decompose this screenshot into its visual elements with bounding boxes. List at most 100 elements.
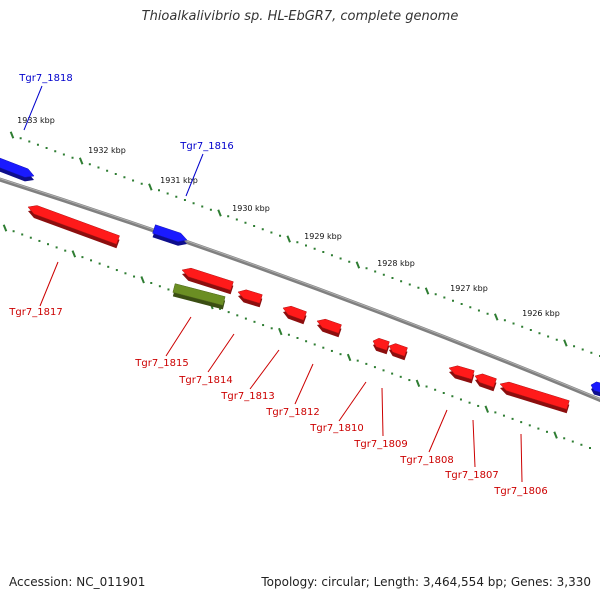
gene-label: Tgr7_1817 [8, 307, 62, 318]
gene-label: Tgr7_1816 [179, 141, 233, 152]
map-title: Thioalkalivibrio sp. HL-EbGR7, complete … [141, 9, 459, 24]
minor-tick [261, 228, 264, 231]
gene-label: Tgr7_1810 [309, 423, 363, 434]
major-tick [415, 379, 421, 387]
minor-tick [45, 147, 48, 149]
minor-tick [71, 156, 74, 159]
minor-tick [235, 218, 238, 221]
accession-text: Accession: NC_011901 [9, 575, 146, 589]
scale-label: 1928 kbp [377, 259, 415, 268]
minor-tick [520, 421, 523, 424]
minor-tick [528, 424, 531, 427]
gene-body [590, 381, 600, 393]
minor-tick [201, 205, 204, 208]
minor-tick [244, 317, 247, 320]
gene-label: Tgr7_1815 [134, 358, 188, 369]
gene-tgr7-1809a [372, 337, 390, 355]
gene-body [499, 381, 570, 410]
gene-label: Tgr7_1807 [444, 470, 498, 481]
minor-tick [573, 345, 576, 348]
minor-tick [408, 379, 411, 382]
minor-tick [47, 243, 50, 246]
minor-tick [322, 346, 325, 349]
minor-tick [209, 208, 212, 211]
minor-tick [442, 392, 445, 394]
minor-tick [313, 343, 316, 346]
major-tick [140, 276, 145, 284]
minor-tick [81, 256, 84, 259]
gene-body [282, 305, 307, 321]
gene-body [152, 224, 188, 242]
minor-tick [305, 340, 308, 343]
gene-body [181, 267, 234, 291]
major-tick [78, 157, 84, 165]
gene-label: Tgr7_1812 [265, 407, 319, 418]
gene-label: Tgr7_1808 [399, 455, 453, 466]
major-tick [278, 327, 283, 336]
minor-tick [494, 411, 497, 414]
minor-tick [90, 259, 93, 262]
minor-tick [133, 275, 136, 278]
topology-text: Topology: circular; Length: 3,464,554 bp… [261, 575, 591, 589]
minor-tick [571, 440, 574, 443]
gene-body [388, 343, 408, 357]
gene-leader-line [472, 419, 476, 468]
minor-tick [580, 443, 583, 446]
scale-label: 1933 kbp [17, 116, 55, 125]
scale-label: 1927 kbp [450, 284, 488, 293]
gene-tgr7-1810 [316, 318, 342, 338]
minor-tick [38, 239, 41, 242]
major-tick [424, 287, 430, 295]
gene-label: Tgr7_1809 [353, 439, 407, 450]
gene-leader-line [23, 85, 43, 131]
minor-tick [244, 221, 247, 224]
major-tick [2, 224, 8, 232]
minor-tick [166, 192, 169, 195]
minor-tick [19, 137, 22, 140]
minor-tick [434, 293, 437, 296]
gene-leader-line [338, 381, 367, 422]
genome-backbone [0, 177, 600, 403]
major-tick [346, 353, 352, 362]
minor-tick [486, 312, 489, 315]
gene-body [448, 365, 475, 380]
minor-tick [477, 309, 480, 312]
minor-tick [538, 332, 541, 335]
minor-tick [322, 251, 325, 253]
minor-tick [545, 430, 548, 433]
gene-tgr7-1806 [499, 381, 570, 414]
gene-label: Tgr7_1814 [178, 375, 232, 386]
gene-tgr7-1814 [181, 267, 234, 295]
minor-tick [529, 329, 532, 331]
gene-leader-line [207, 333, 235, 373]
minor-tick [469, 306, 472, 309]
minor-tick [158, 189, 160, 192]
gene-body [474, 373, 497, 388]
minor-tick [296, 337, 299, 339]
gene-tgr7-1813 [237, 289, 263, 308]
gene-leader-line [294, 363, 314, 405]
minor-tick [270, 327, 273, 330]
minor-tick [253, 320, 256, 323]
minor-tick [158, 285, 161, 288]
gene-leader-line [185, 153, 204, 197]
minor-tick [460, 303, 463, 305]
minor-tick [21, 233, 24, 236]
major-tick [494, 313, 499, 321]
major-tick [148, 183, 153, 191]
minor-tick [236, 314, 239, 317]
minor-tick [305, 244, 307, 247]
minor-tick [330, 349, 333, 352]
major-tick [217, 209, 222, 217]
minor-tick [356, 359, 359, 362]
minor-tick [382, 369, 385, 372]
minor-tick [175, 195, 178, 198]
minor-tick [408, 283, 411, 286]
minor-tick [503, 319, 506, 322]
minor-tick [124, 272, 127, 275]
gene-body [27, 205, 120, 245]
minor-tick [521, 325, 524, 328]
gene-leader-line [428, 409, 448, 453]
minor-tick [365, 362, 368, 365]
